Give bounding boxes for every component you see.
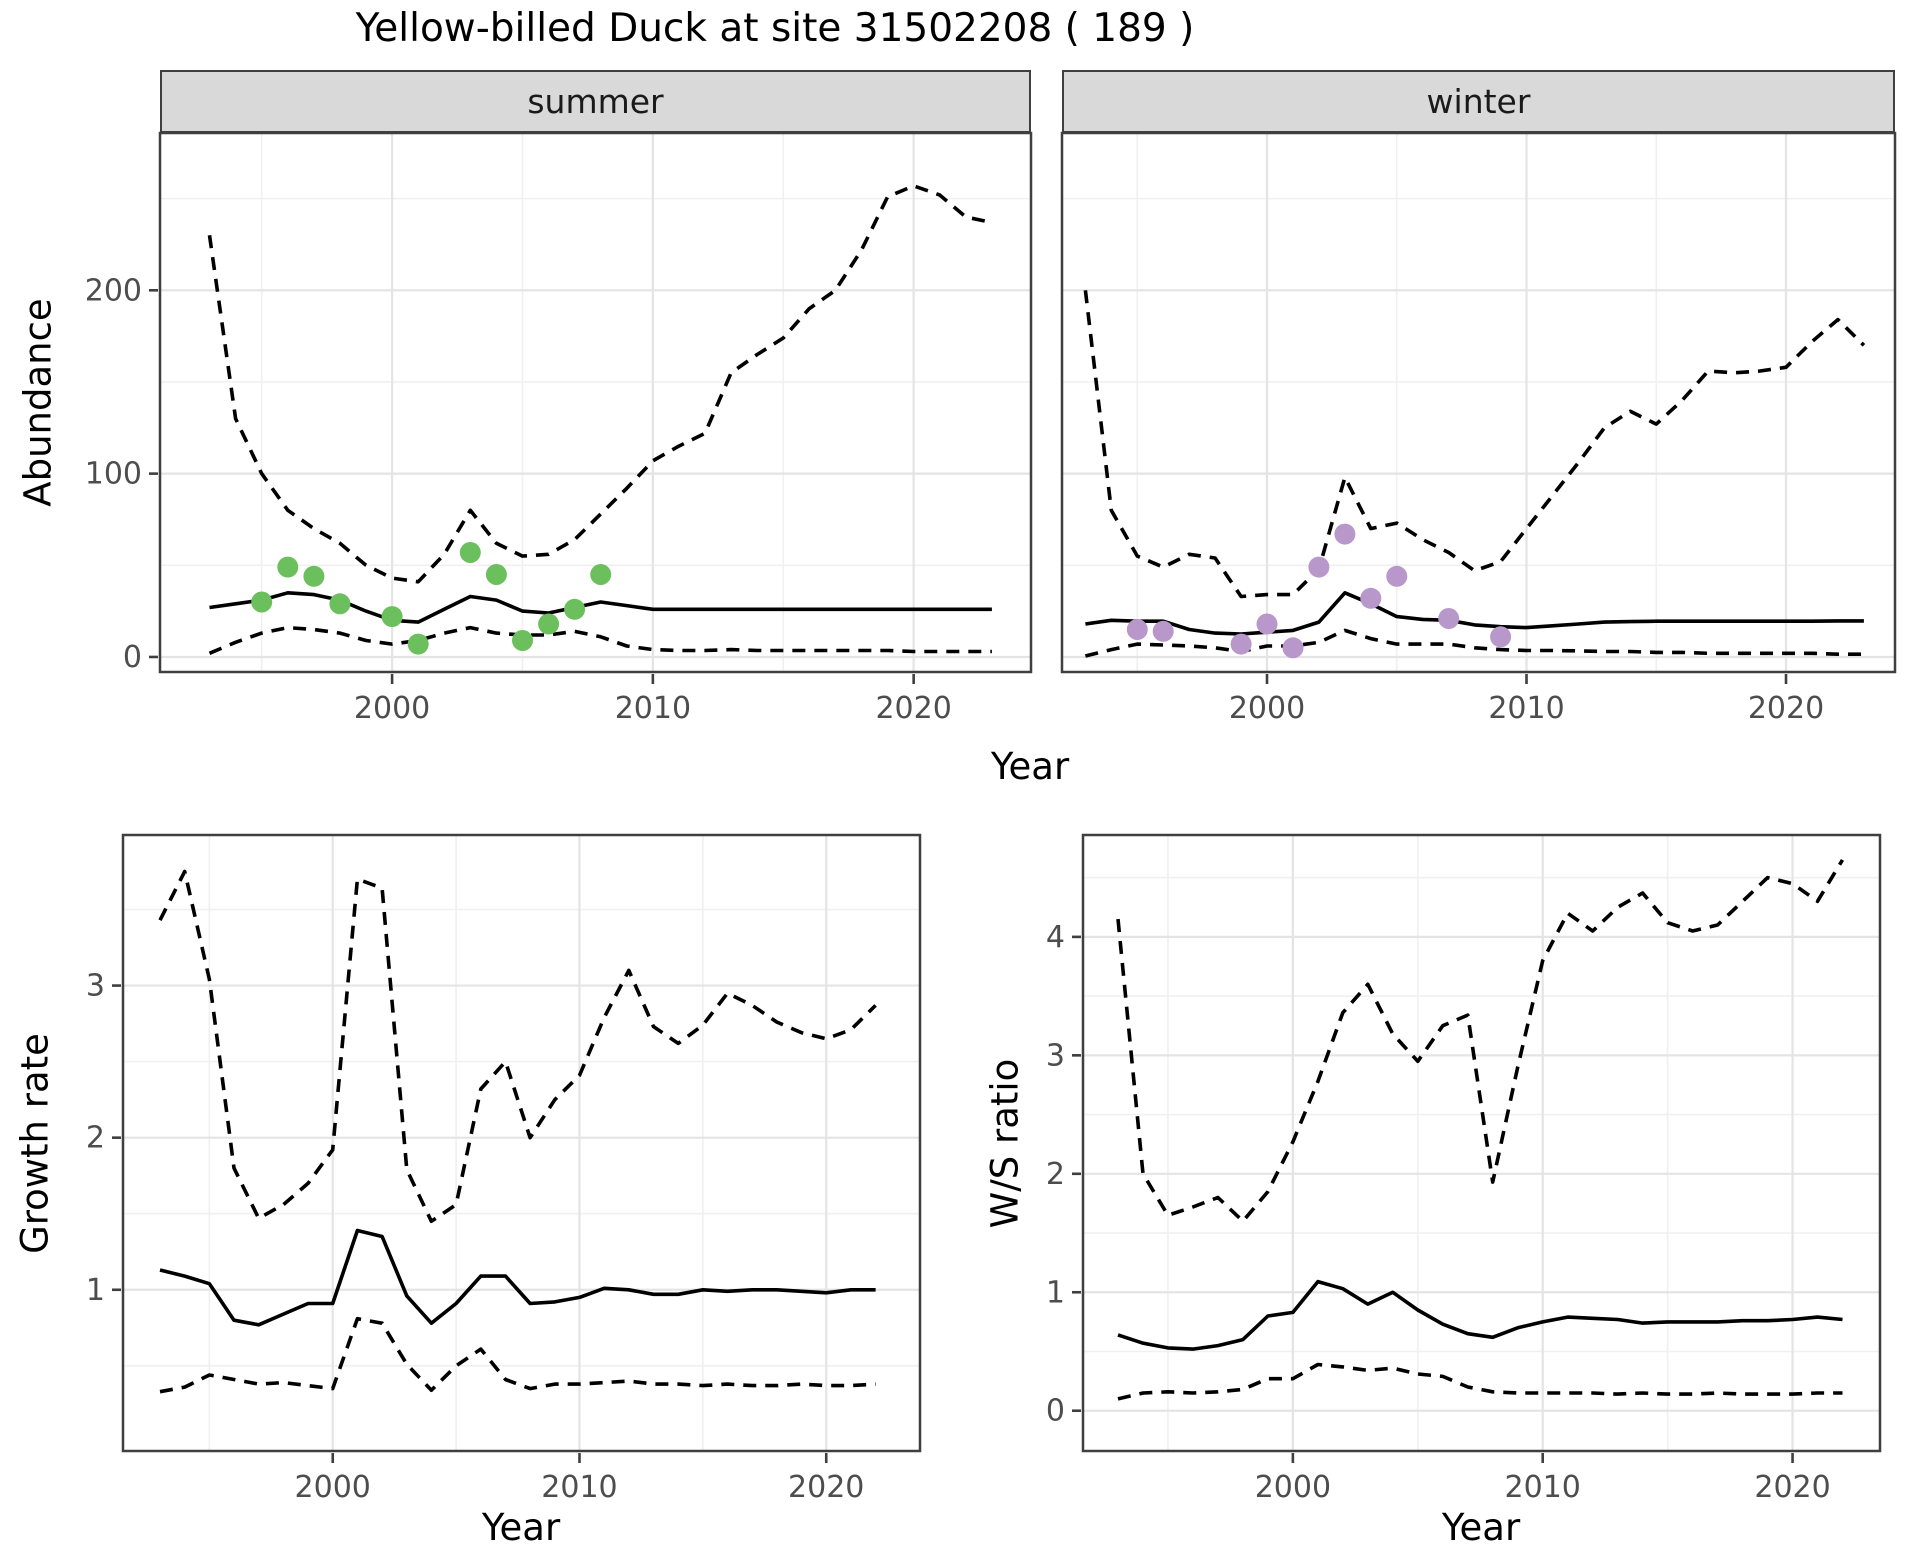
- abundance-winter-observed-counts-point: [1282, 637, 1304, 659]
- abundance-winter-observed-counts-point: [1386, 565, 1408, 587]
- x-axis-title-year-growth: Year: [481, 1506, 561, 1549]
- panel-background: [160, 133, 1031, 672]
- ws-ratio-lower-ci-line: [1117, 1362, 1843, 1401]
- x-tick-label: 2000: [295, 1470, 371, 1505]
- abundance-summer-observed-counts-point: [459, 542, 481, 563]
- facet-strip-winter-label: winter: [1426, 82, 1531, 121]
- abundance-winter-observed-counts-point: [1152, 620, 1174, 642]
- abundance-winter-median-line: [1085, 591, 1864, 636]
- abundance-summer-observed-counts-point: [329, 593, 351, 615]
- x-axis-title-year-top: Year: [990, 745, 1070, 788]
- growth-rate-median-line: [159, 1228, 876, 1327]
- panel-ws-ratio: 2000 2010 2020 0 1 2 3 4: [1046, 833, 1882, 1505]
- x-axis-title-year-ws: Year: [1441, 1506, 1521, 1549]
- panel-background: [123, 835, 920, 1451]
- y-tick-label: 2: [1046, 1157, 1065, 1192]
- abundance-winter-observed-counts-point: [1308, 556, 1330, 578]
- x-tick-label: 2010: [1488, 691, 1564, 726]
- y-tick-label: 0: [123, 640, 142, 675]
- abundance-summer-upper-ci-line: [207, 184, 993, 584]
- y-tick-label: 1: [86, 1273, 105, 1308]
- y-tick-label: 2: [86, 1121, 105, 1156]
- panel-border: [121, 833, 922, 1453]
- abundance-summer-observed-counts-point: [277, 556, 299, 578]
- abundance-summer-observed-counts-point: [538, 613, 560, 635]
- y-tick-label: 0: [1046, 1394, 1065, 1429]
- abundance-winter-upper-ci-line: [1083, 290, 1866, 599]
- y-tick-label: 1: [1046, 1275, 1065, 1310]
- abundance-summer-observed-counts-point: [381, 606, 403, 628]
- y-axis-title-ws-ratio: W/S ratio: [983, 1058, 1027, 1229]
- panel-border: [158, 131, 1033, 674]
- abundance-summer-observed-counts-point: [564, 598, 586, 620]
- x-tick-label: 2000: [1255, 1470, 1331, 1505]
- x-tick-label: 2010: [541, 1470, 617, 1505]
- abundance-winter-lower-ci-line: [1084, 628, 1864, 658]
- facet-strip-summer-label: summer: [527, 82, 664, 121]
- abundance-summer-observed-counts-point: [407, 633, 429, 655]
- figure-title: Yellow-billed Duck at site 31502208 ( 18…: [355, 6, 1195, 51]
- ws-ratio-median-line: [1117, 1279, 1843, 1351]
- abundance-winter-observed-counts-point: [1438, 608, 1460, 629]
- panel-growth-rate: 2000 2010 2020 1 2 3: [86, 833, 922, 1505]
- abundance-summer-observed-counts-point: [251, 591, 273, 613]
- panel-abundance-summer: 2000 2010 2020 0 100 200: [85, 131, 1033, 726]
- abundance-summer-observed-counts-point: [485, 564, 507, 585]
- abundance-winter-observed-counts-point: [1230, 633, 1252, 655]
- panel-background: [1062, 133, 1895, 672]
- abundance-summer-lower-ci-line: [208, 625, 992, 655]
- y-axis-title-growth-rate: Growth rate: [13, 1033, 57, 1254]
- x-tick-label: 2020: [875, 691, 951, 726]
- panel-border: [1060, 131, 1897, 674]
- facet-strip-summer: summer: [160, 70, 1031, 133]
- panel-abundance-winter: 2000 2010 2020: [1060, 131, 1897, 726]
- ws-ratio-upper-ci-line: [1116, 858, 1845, 1223]
- abundance-winter-observed-counts-point: [1360, 587, 1382, 609]
- abundance-summer-observed-counts-point: [303, 565, 325, 587]
- y-tick-label: 4: [1046, 920, 1065, 955]
- x-tick-label: 2020: [1748, 691, 1824, 726]
- abundance-summer-observed-counts-point: [590, 564, 612, 585]
- growth-rate-upper-ci-line: [158, 869, 877, 1224]
- y-axis-title-abundance: Abundance: [16, 298, 60, 507]
- x-tick-label: 2000: [354, 691, 430, 726]
- panel-background: [1083, 835, 1880, 1451]
- y-tick-label: 3: [1046, 1038, 1065, 1073]
- abundance-winter-observed-counts-point: [1490, 626, 1512, 648]
- y-tick-label: 3: [86, 969, 105, 1004]
- x-tick-label: 2020: [788, 1470, 864, 1505]
- x-tick-label: 2020: [1754, 1470, 1830, 1505]
- abundance-winter-observed-counts-point: [1126, 619, 1148, 640]
- panel-border: [1081, 833, 1882, 1453]
- facet-strip-winter: winter: [1062, 70, 1895, 133]
- abundance-winter-observed-counts-point: [1256, 613, 1278, 635]
- x-tick-label: 2000: [1229, 691, 1305, 726]
- y-tick-label: 100: [85, 457, 142, 492]
- abundance-winter-observed-counts-point: [1334, 523, 1356, 545]
- x-tick-label: 2010: [615, 691, 691, 726]
- abundance-summer-observed-counts-point: [512, 630, 533, 651]
- x-tick-label: 2010: [1505, 1470, 1581, 1505]
- y-tick-label: 200: [85, 273, 142, 308]
